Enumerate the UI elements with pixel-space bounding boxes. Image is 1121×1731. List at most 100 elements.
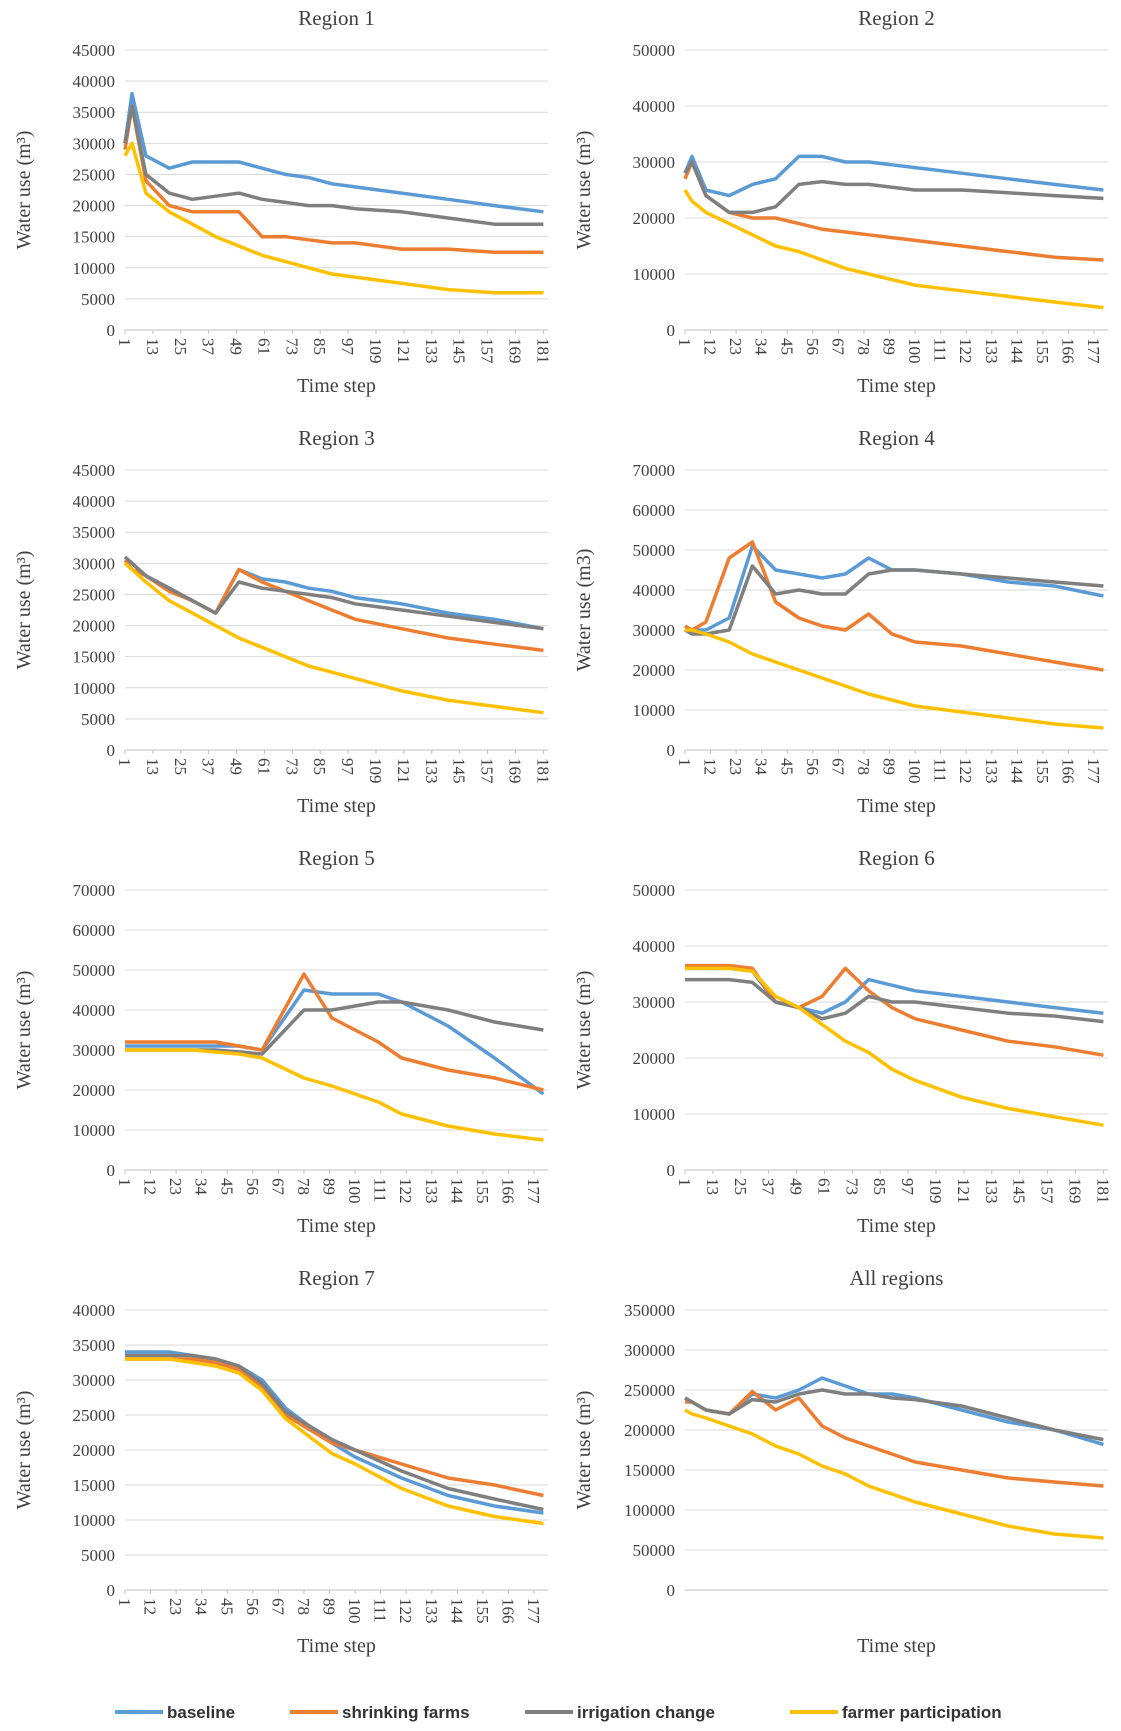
x-tick-label: 56	[243, 1178, 262, 1195]
series-line	[684, 564, 1104, 636]
x-tick-label: 73	[282, 338, 301, 355]
x-tick-label: 78	[294, 1178, 313, 1195]
x-axis-title: Time step	[297, 795, 376, 817]
series-line	[685, 1389, 1104, 1488]
x-tick-label: 100	[345, 1178, 364, 1204]
x-tick-label: 89	[320, 1598, 339, 1615]
x-tick-label: 145	[450, 758, 469, 784]
x-tick-label: 121	[394, 338, 413, 364]
series-line	[123, 561, 544, 715]
chart-title: Region 4	[858, 426, 935, 450]
x-tick-label: 12	[141, 1178, 160, 1195]
x-tick-label: 45	[777, 758, 796, 775]
y-tick-label: 35000	[73, 1336, 116, 1355]
y-tick-label: 0	[667, 321, 676, 340]
y-tick-label: 20000	[73, 617, 116, 636]
x-tick-label: 155	[473, 1598, 492, 1624]
x-tick-label: 177	[524, 1178, 543, 1204]
x-tick-label: 85	[870, 1178, 889, 1195]
series-line	[683, 160, 1104, 215]
series-line	[125, 1357, 544, 1498]
x-tick-label: 133	[982, 338, 1001, 364]
x-tick-label: 34	[752, 338, 771, 356]
y-tick-label: 50000	[633, 541, 676, 560]
x-tick-label: 23	[166, 1598, 185, 1615]
y-tick-label: 20000	[633, 661, 676, 680]
x-tick-label: 37	[759, 1178, 778, 1196]
x-tick-label: 166	[1058, 338, 1077, 364]
x-tick-label: 181	[533, 338, 552, 364]
x-tick-label: 61	[814, 1178, 833, 1195]
y-tick-label: 20000	[633, 1049, 676, 1068]
x-tick-label: 23	[726, 338, 745, 355]
x-axis-title: Time step	[857, 375, 936, 397]
y-tick-label: 20000	[73, 1441, 116, 1460]
x-tick-label: 25	[731, 1178, 750, 1195]
x-tick-label: 37	[199, 758, 218, 776]
x-axis-title: Time step	[857, 1215, 936, 1237]
x-tick-label: 144	[1007, 338, 1026, 364]
x-tick-label: 56	[243, 1598, 262, 1615]
series-line	[125, 1353, 544, 1512]
y-axis-title: Water use (m³)	[573, 131, 595, 250]
y-tick-label: 10000	[633, 701, 676, 720]
y-tick-label: 30000	[73, 554, 116, 573]
series-line	[123, 91, 544, 214]
x-tick-label: 25	[171, 338, 190, 355]
x-tick-label: 169	[505, 338, 524, 364]
x-tick-label: 169	[1065, 1178, 1084, 1204]
x-tick-label: 157	[478, 758, 497, 784]
x-tick-label: 177	[524, 1598, 543, 1624]
y-axis-title: Water use (m³)	[13, 131, 35, 250]
legend-label: irrigation change	[577, 1703, 715, 1722]
x-tick-label: 166	[498, 1178, 517, 1204]
y-tick-label: 30000	[633, 153, 676, 172]
x-tick-label: 56	[803, 338, 822, 355]
y-tick-label: 0	[107, 741, 116, 760]
x-tick-label: 1	[675, 338, 694, 347]
y-tick-label: 70000	[633, 461, 676, 480]
y-tick-label: 70000	[73, 881, 116, 900]
x-tick-label: 122	[956, 338, 975, 364]
y-tick-label: 50000	[633, 881, 676, 900]
x-tick-label: 133	[982, 758, 1001, 784]
x-tick-label: 145	[1010, 1178, 1029, 1204]
x-tick-label: 166	[1058, 758, 1077, 784]
y-tick-label: 150000	[624, 1461, 675, 1480]
x-tick-label: 144	[1007, 758, 1026, 784]
chart-title: Region 2	[858, 6, 934, 30]
y-tick-label: 10000	[73, 259, 116, 278]
y-tick-label: 15000	[73, 228, 116, 247]
x-tick-label: 23	[166, 1178, 185, 1195]
x-tick-label: 67	[268, 1178, 287, 1196]
chart-title: Region 7	[298, 1266, 374, 1290]
x-tick-label: 12	[141, 1598, 160, 1615]
y-tick-label: 30000	[633, 621, 676, 640]
y-tick-label: 20000	[633, 209, 676, 228]
x-tick-label: 1	[115, 338, 134, 347]
y-tick-label: 0	[667, 741, 676, 760]
x-axis-title: Time step	[297, 1215, 376, 1237]
x-tick-label: 109	[366, 338, 385, 364]
y-tick-label: 100000	[624, 1501, 675, 1520]
x-tick-label: 133	[982, 1178, 1001, 1204]
x-tick-label: 111	[931, 758, 950, 782]
series-line	[685, 977, 1104, 1024]
x-tick-label: 100	[905, 338, 924, 364]
x-axis-title: Time step	[857, 1635, 936, 1657]
series-line	[685, 966, 1104, 1015]
x-tick-label: 109	[366, 758, 385, 784]
series-line	[684, 1388, 1104, 1442]
y-tick-label: 0	[667, 1161, 676, 1180]
y-tick-label: 25000	[73, 165, 116, 184]
x-tick-label: 49	[787, 1178, 806, 1195]
series-line	[684, 540, 1104, 672]
y-axis-title: Water use (m³)	[13, 551, 35, 670]
x-tick-label: 133	[422, 758, 441, 784]
y-tick-label: 60000	[73, 921, 116, 940]
x-tick-label: 155	[1033, 338, 1052, 364]
x-tick-label: 34	[752, 758, 771, 776]
y-tick-label: 40000	[73, 1301, 116, 1320]
series-line	[125, 1350, 544, 1515]
series-line	[123, 104, 544, 254]
